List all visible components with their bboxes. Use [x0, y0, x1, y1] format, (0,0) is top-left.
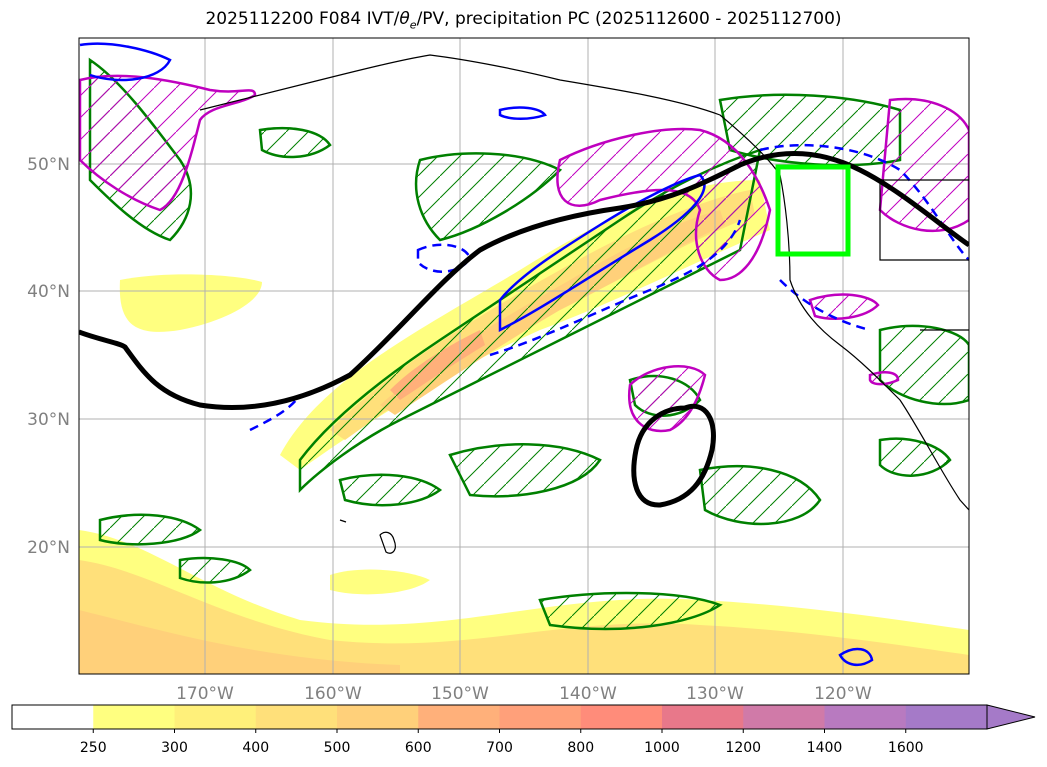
lon-label-120w: 120°W — [814, 684, 872, 704]
lon-labels: 170°W 160°W 150°W 140°W 130°W 120°W — [176, 684, 872, 704]
colorbar-tick-label: 300 — [161, 740, 188, 756]
colorbar-swatch — [255, 705, 338, 729]
colorbar-tick-label: 500 — [324, 740, 351, 756]
colorbar-swatch — [12, 705, 94, 729]
region-box — [775, 164, 851, 257]
colorbar-tick-label: 600 — [405, 740, 432, 756]
colorbar-tick-label: 1600 — [888, 740, 924, 756]
map-frame — [78, 37, 970, 675]
lat-label-40n: 40°N — [27, 282, 70, 302]
lat-label-20n: 20°N — [27, 538, 70, 558]
colorbar-swatch — [499, 705, 582, 729]
colorbar-swatch — [174, 705, 257, 729]
colorbar-extend-arrow — [986, 704, 1036, 730]
lat-label-50n: 50°N — [27, 155, 70, 175]
lon-label-150w: 150°W — [431, 684, 489, 704]
lon-label-160w: 160°W — [304, 684, 362, 704]
colorbar-swatch — [337, 705, 419, 729]
colorbar-tick-label: 800 — [567, 740, 594, 756]
lon-label-140w: 140°W — [559, 684, 617, 704]
pv-contours — [79, 42, 969, 667]
colorbar-swatch — [580, 705, 663, 729]
figure-title: 2025112200 F084 IVT/θe/PV, precipitation… — [205, 9, 842, 32]
colorbar-swatch — [743, 705, 825, 729]
colorbar-tick-label: 400 — [242, 740, 269, 756]
colorbar-tick-label: 250 — [80, 740, 107, 756]
coastlines — [199, 54, 969, 554]
theta-e-contours — [79, 151, 969, 508]
magenta-contours — [79, 74, 969, 433]
colorbar-tick-label: 700 — [486, 740, 513, 756]
colorbar-swatch — [93, 705, 175, 729]
lon-label-170w: 170°W — [176, 684, 234, 704]
colorbar-swatch — [905, 705, 988, 729]
colorbar-swatch — [824, 705, 907, 729]
colorbar-tick-label: 1400 — [807, 740, 843, 756]
lon-label-130w: 130°W — [686, 684, 744, 704]
colorbar-swatch — [418, 705, 500, 729]
lat-labels: 50°N 40°N 30°N 20°N — [27, 155, 70, 558]
colorbar: 250 300 400 500 600 700 800 1000 1200 1400 1600 — [11, 704, 1036, 756]
colorbar-tick-label: 1200 — [725, 740, 761, 756]
colorbar-swatch — [662, 705, 744, 729]
colorbar-tick-label: 1000 — [644, 740, 680, 756]
lat-label-30n: 30°N — [27, 410, 70, 430]
